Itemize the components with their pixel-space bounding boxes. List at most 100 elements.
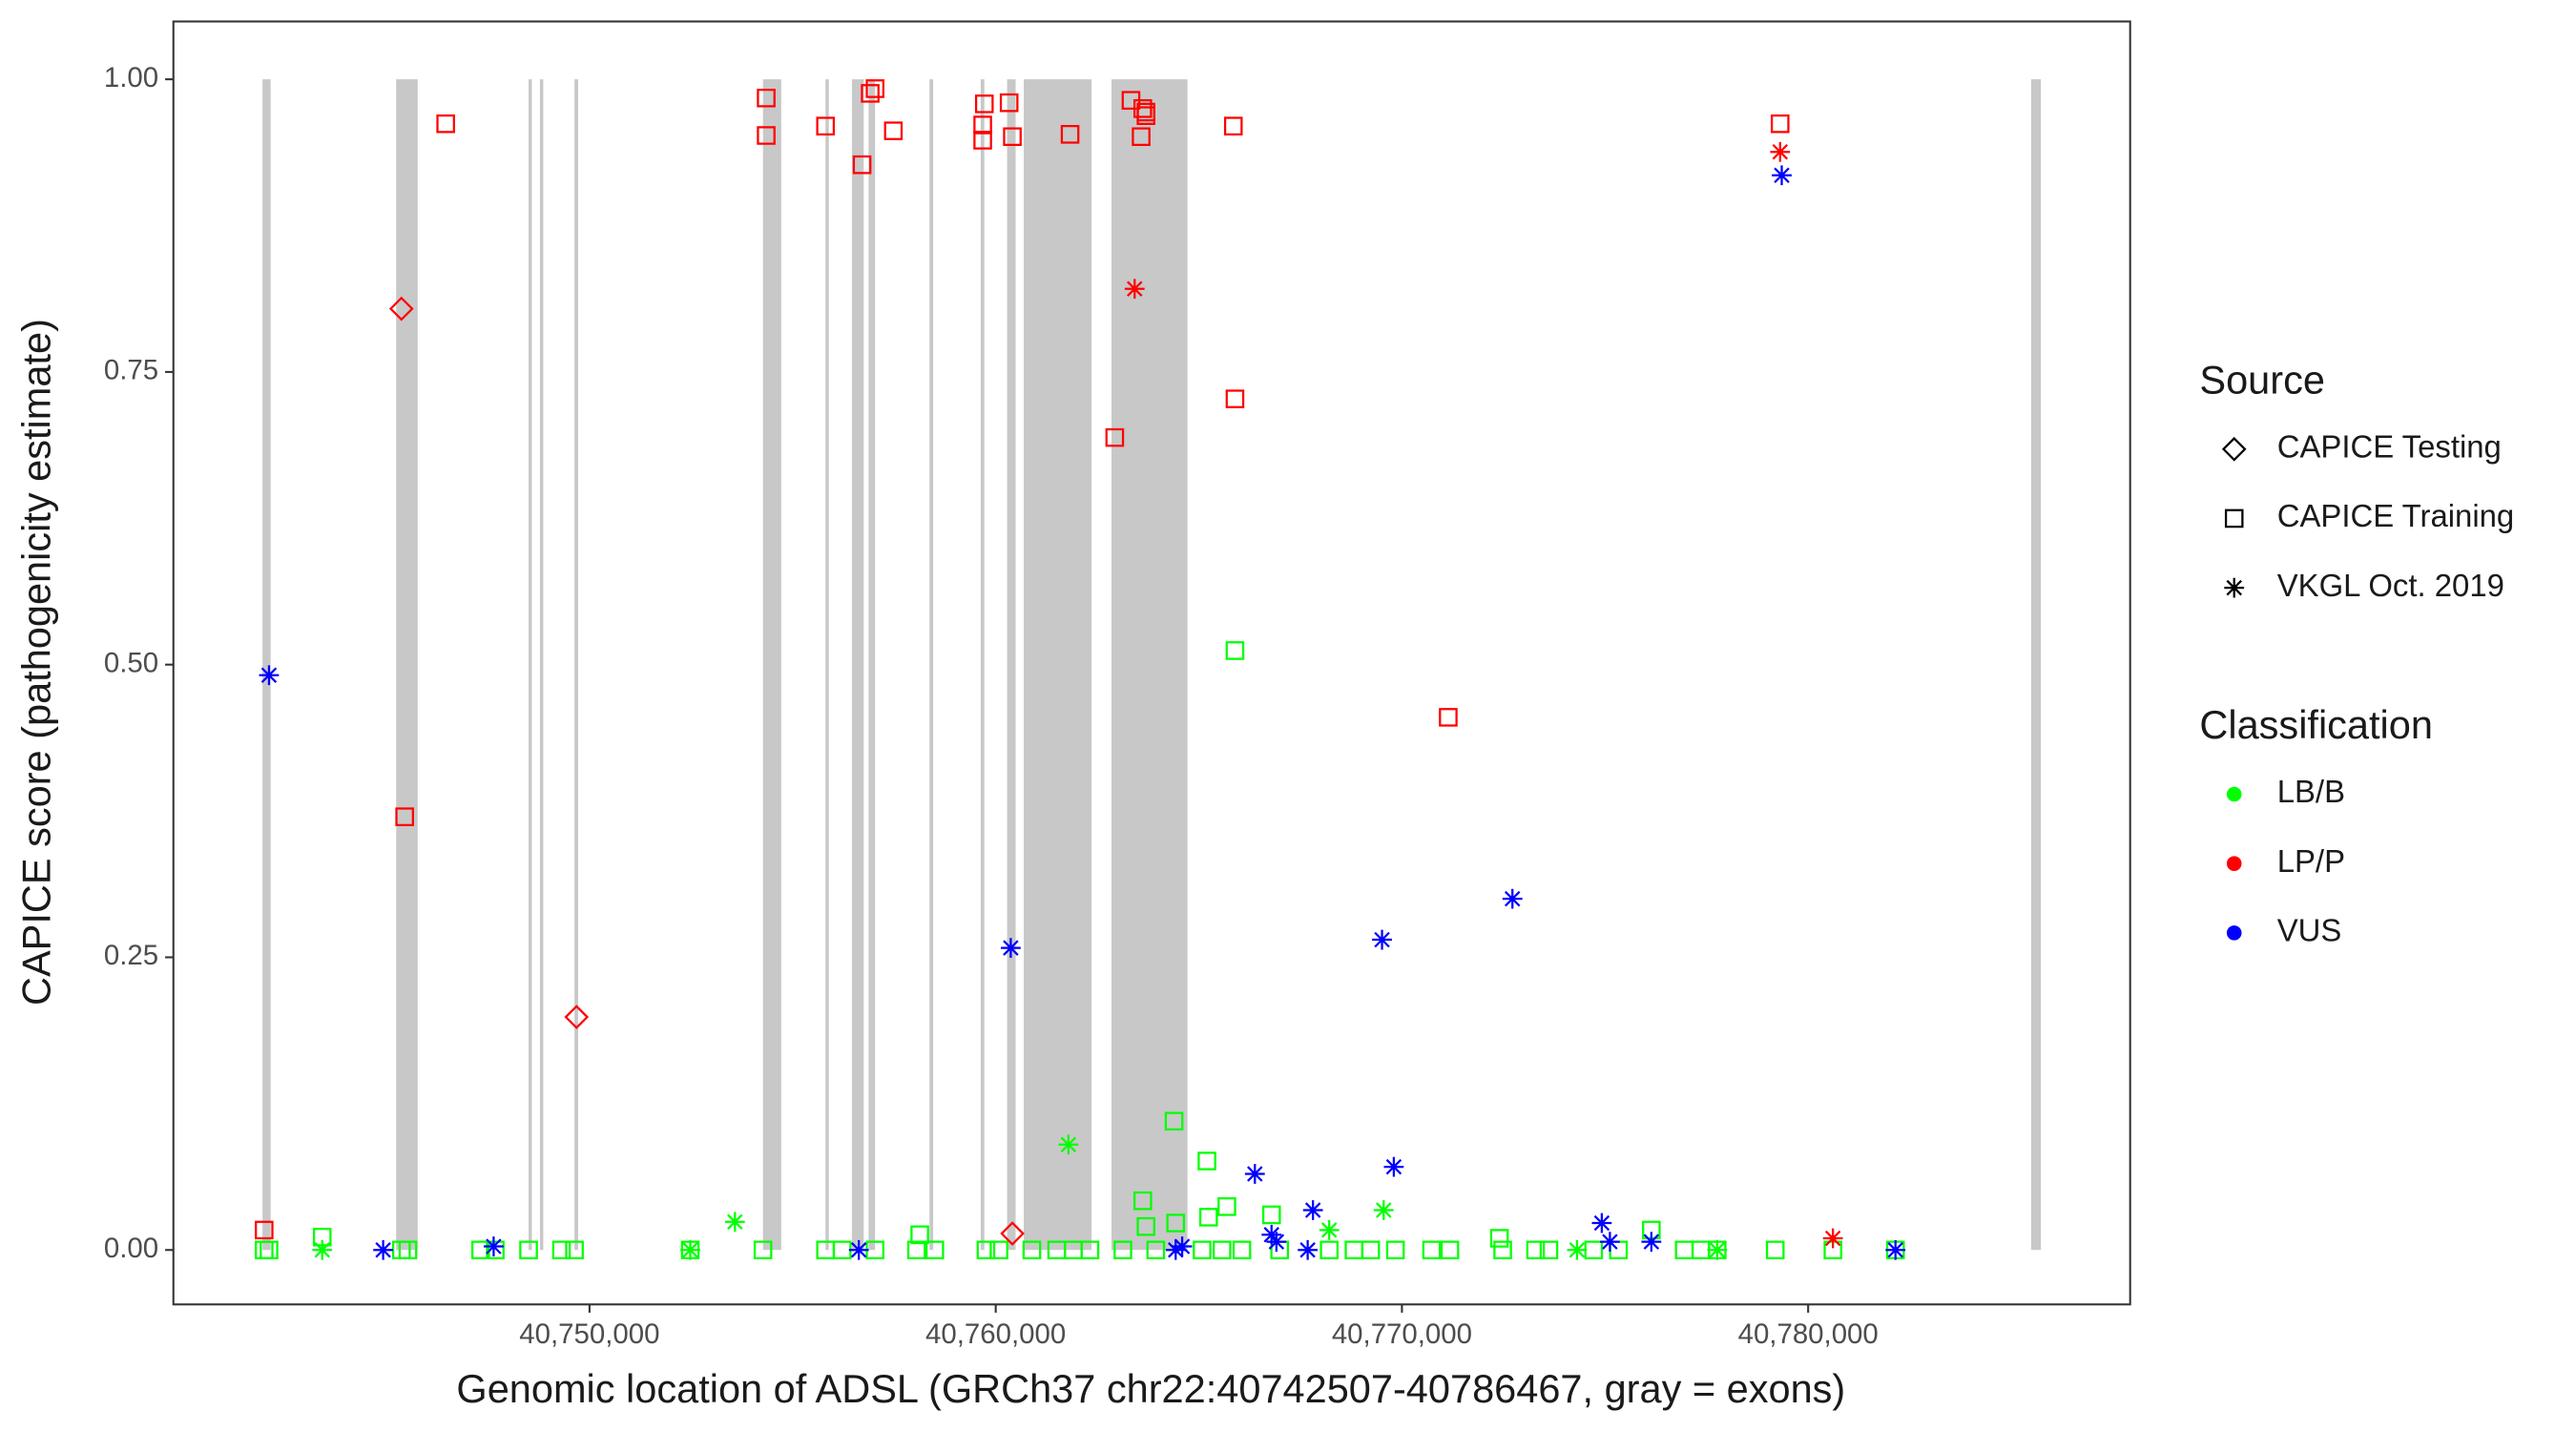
data-point	[865, 79, 884, 98]
data-point	[1771, 114, 1790, 134]
data-point	[1707, 1239, 1728, 1260]
data-point	[312, 1239, 333, 1260]
y-tick-label: 0.75	[104, 355, 158, 386]
x-tick-label: 40,770,000	[1332, 1318, 1472, 1350]
data-point	[564, 1005, 590, 1029]
data-point	[1372, 929, 1392, 950]
data-point	[999, 93, 1019, 113]
legend-title: Classification	[2199, 702, 2433, 747]
data-point	[1003, 127, 1022, 147]
data-point	[973, 131, 992, 150]
data-point	[989, 1240, 1008, 1260]
exon	[851, 79, 864, 1251]
exon	[762, 79, 781, 1251]
data-point	[388, 296, 414, 321]
x-tick-label: 40,780,000	[1738, 1318, 1879, 1350]
data-point	[832, 1240, 852, 1260]
data-point	[1641, 1232, 1662, 1253]
data-point	[906, 1240, 926, 1260]
data-point	[1591, 1213, 1612, 1234]
data-point	[1361, 1240, 1381, 1260]
data-point	[255, 1220, 274, 1240]
y-tick-label: 0.00	[104, 1233, 158, 1264]
data-point	[925, 1240, 945, 1260]
data-point	[1261, 1224, 1282, 1245]
data-point	[1124, 279, 1145, 300]
data-point	[852, 155, 872, 175]
data-point	[1146, 1240, 1166, 1260]
data-point	[1225, 389, 1245, 408]
data-point	[1822, 1228, 1843, 1249]
data-point	[1489, 1229, 1509, 1248]
data-point	[1105, 427, 1125, 447]
legend-symbol	[2224, 577, 2245, 598]
legend-label: VKGL Oct. 2019	[2277, 568, 2504, 603]
data-point	[757, 88, 776, 108]
exon	[929, 79, 934, 1251]
data-point	[1193, 1240, 1212, 1260]
data-point	[519, 1240, 538, 1260]
data-point	[1502, 888, 1523, 909]
legend-symbol	[2226, 856, 2242, 871]
data-point	[1132, 127, 1151, 147]
y-tick-label: 1.00	[104, 62, 158, 93]
exon	[980, 79, 985, 1251]
data-point	[1080, 1240, 1100, 1260]
data-point	[1113, 1240, 1132, 1260]
data-point	[1373, 1200, 1394, 1220]
legend-label: VUS	[2277, 913, 2342, 948]
exon	[868, 79, 876, 1251]
data-point	[1136, 1216, 1155, 1236]
data-point	[1121, 91, 1141, 110]
data-point	[1058, 1134, 1079, 1155]
data-point	[259, 665, 280, 686]
data-point	[1439, 708, 1458, 727]
data-point	[1165, 1239, 1186, 1260]
data-point	[1225, 641, 1245, 660]
legend-symbol	[2221, 436, 2247, 462]
data-point	[1772, 165, 1792, 186]
exon	[396, 79, 418, 1251]
data-point	[848, 1239, 869, 1260]
plot-area	[255, 79, 2042, 1260]
exon	[539, 79, 544, 1251]
legend-symbol	[2226, 925, 2242, 941]
panel-border	[172, 20, 2131, 1306]
data-point	[1298, 1239, 1319, 1260]
x-axis-title: Genomic location of ADSL (GRCh37 chr22:4…	[456, 1366, 1845, 1411]
legend-symbol	[2224, 508, 2244, 529]
data-point	[484, 1236, 504, 1256]
data-point	[1440, 1240, 1460, 1260]
data-point	[1567, 1239, 1588, 1260]
y-tick-label: 0.50	[104, 647, 158, 678]
data-point	[398, 1240, 418, 1260]
exon	[1007, 79, 1016, 1251]
data-point	[1000, 1221, 1025, 1246]
data-point	[1609, 1240, 1629, 1260]
data-point	[1172, 1236, 1193, 1256]
data-point	[436, 114, 455, 134]
data-point	[753, 1240, 773, 1260]
data-point	[1223, 116, 1243, 135]
data-point	[1164, 1111, 1184, 1131]
data-point	[1133, 99, 1153, 118]
data-point	[1319, 1240, 1339, 1260]
data-point	[1022, 1240, 1042, 1260]
legend-title: Source	[2199, 358, 2325, 403]
data-point	[1060, 125, 1080, 144]
y-tick-label: 0.25	[104, 940, 158, 971]
legend-label: LP/P	[2277, 843, 2345, 879]
data-point	[861, 84, 880, 103]
legend-symbol	[2226, 786, 2242, 802]
data-point	[724, 1212, 745, 1233]
data-point	[1198, 1208, 1218, 1227]
y-axis-title: CAPICE score (pathogenicity estimate)	[14, 319, 59, 1006]
exon	[1111, 79, 1188, 1251]
legend-label: LB/B	[2277, 774, 2345, 809]
data-point	[1302, 1200, 1323, 1220]
data-point	[1642, 1220, 1661, 1240]
data-point	[565, 1240, 584, 1260]
data-point	[1385, 1240, 1405, 1260]
x-tick-label: 40,760,000	[925, 1318, 1066, 1350]
